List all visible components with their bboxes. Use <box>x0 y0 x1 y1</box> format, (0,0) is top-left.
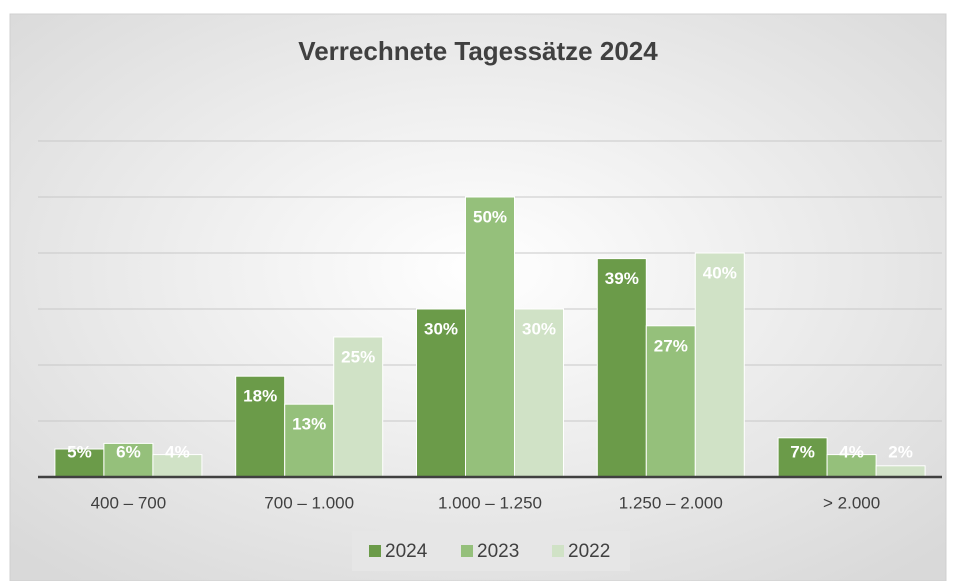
legend-swatch <box>461 545 473 557</box>
legend-label: 2024 <box>385 541 428 562</box>
x-tick-label: 1.000 – 1.250 <box>438 493 542 512</box>
data-label: 18% <box>243 387 277 406</box>
x-tick-label: 1.250 – 2.000 <box>619 493 723 512</box>
bar <box>596 258 647 478</box>
data-label: 27% <box>654 336 688 355</box>
data-label: 30% <box>522 319 556 338</box>
legend-label: 2023 <box>477 541 519 562</box>
legend-swatch <box>552 545 564 557</box>
data-label: 6% <box>116 442 141 461</box>
data-label: 4% <box>839 442 864 461</box>
legend-label: 2022 <box>568 541 610 562</box>
bar <box>465 196 515 478</box>
x-tick-label: 700 – 1.000 <box>264 493 354 512</box>
chart-title: Verrechnete Tagessätze 2024 <box>298 36 658 66</box>
data-label: 13% <box>292 415 326 434</box>
bar <box>333 336 384 478</box>
data-label: 40% <box>703 263 737 282</box>
bar <box>416 308 466 478</box>
bar <box>514 308 564 478</box>
bar <box>875 465 926 478</box>
data-label: 39% <box>605 269 639 288</box>
bar <box>694 252 745 478</box>
data-label: 4% <box>165 442 190 461</box>
legend-background <box>352 531 630 571</box>
data-label: 50% <box>473 207 507 226</box>
bar <box>777 437 828 478</box>
legend-swatch <box>369 545 381 557</box>
data-label: 30% <box>424 319 458 338</box>
data-label: 2% <box>888 442 913 461</box>
x-tick-label: 400 – 700 <box>91 493 167 512</box>
data-label: 5% <box>67 442 92 461</box>
data-label: 7% <box>790 442 815 461</box>
x-tick-label: > 2.000 <box>823 493 880 512</box>
data-label: 25% <box>341 347 375 366</box>
